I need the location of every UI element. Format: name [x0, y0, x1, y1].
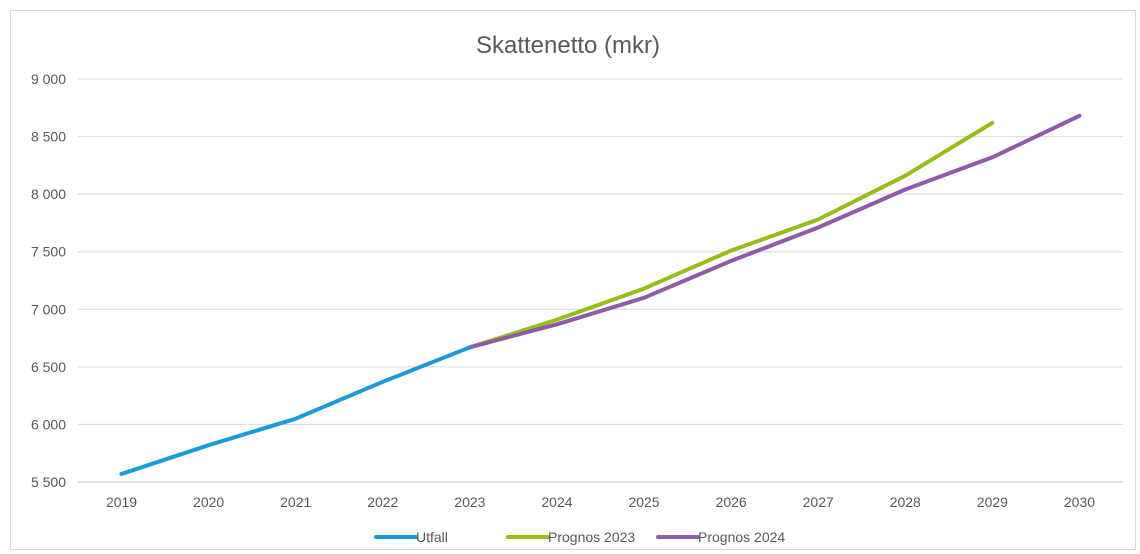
legend-item: Utfall	[374, 529, 448, 545]
chart-title: Skattenetto (mkr)	[476, 32, 660, 59]
legend: Utfall Prognos 2023 Prognos 2024	[374, 529, 785, 545]
legend-item: Prognos 2024	[656, 529, 785, 545]
x-tick-label: 2024	[541, 494, 572, 510]
y-tick-label: 6 000	[31, 416, 66, 432]
x-tick-label: 2027	[803, 494, 834, 510]
x-tick-label: 2019	[106, 494, 137, 510]
y-tick-label: 5 500	[31, 474, 66, 490]
series-line-prognos-2024	[467, 113, 1082, 350]
x-tick-label: 2021	[280, 494, 311, 510]
gridlines	[78, 78, 1123, 483]
legend-label: Prognos 2024	[698, 529, 785, 545]
x-tick-label: 2030	[1064, 494, 1095, 510]
y-tick-label: 7 000	[31, 301, 66, 317]
x-tick-label: 2026	[716, 494, 747, 510]
legend-item: Prognos 2023	[506, 529, 635, 545]
legend-label: Utfall	[416, 529, 448, 545]
x-tick-label: 2022	[367, 494, 398, 510]
x-tick-label: 2020	[193, 494, 224, 510]
x-tick-label: 2029	[977, 494, 1008, 510]
y-tick-label: 8 000	[31, 186, 66, 202]
series-lines	[119, 113, 1082, 476]
x-tick-label: 2028	[890, 494, 921, 510]
x-tick-label: 2023	[454, 494, 485, 510]
series-line-prognos-2023	[467, 120, 995, 350]
legend-label: Prognos 2023	[548, 529, 635, 545]
x-axis-ticks: 2019 2020 2021 2022 2023 2024 2025 2026 2027 2028…	[106, 494, 1095, 510]
y-tick-label: 9 000	[31, 71, 66, 87]
y-axis-ticks: 5 500 6 000 6 500 7 000 7 500 8 000 8 500 9 000	[31, 71, 66, 490]
y-tick-label: 6 500	[31, 359, 66, 375]
y-tick-label: 7 500	[31, 244, 66, 260]
series-line-utfall	[119, 345, 472, 476]
y-tick-label: 8 500	[31, 129, 66, 145]
x-tick-label: 2025	[628, 494, 659, 510]
chart-frame	[10, 10, 1136, 550]
